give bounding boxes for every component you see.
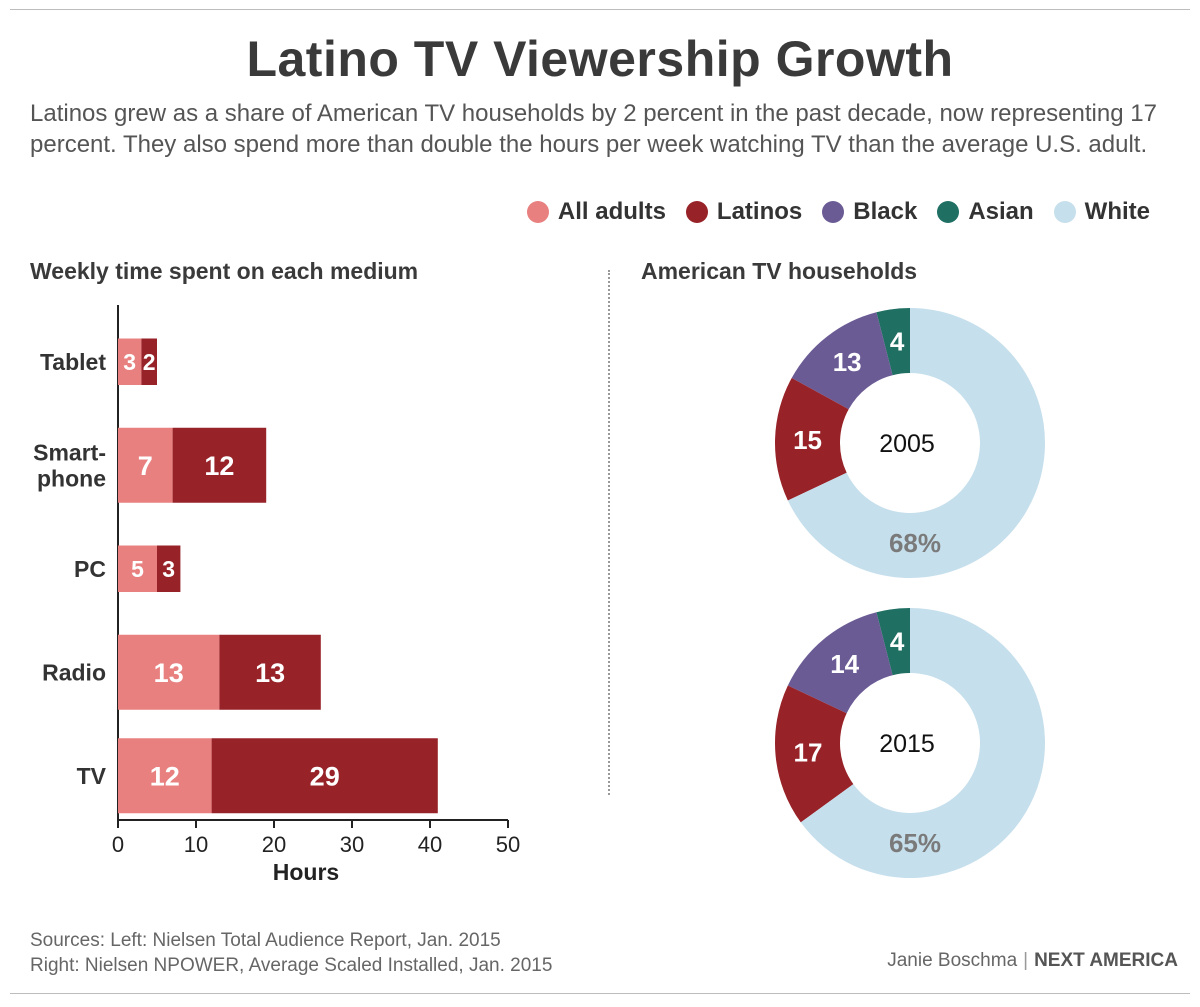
bar-pc-all-adults xyxy=(118,545,157,592)
bar-pc-latinos xyxy=(157,545,181,592)
bar-value-label-smart-phone-latinos: 12 xyxy=(204,451,234,481)
bar-value-label-tv-latinos: 29 xyxy=(310,761,340,791)
bar-value-label-tablet-all-adults: 3 xyxy=(123,349,136,375)
x-tick-label-30: 30 xyxy=(340,832,364,857)
x-tick-label-0: 0 xyxy=(112,832,124,857)
legend-swatch-all-adults xyxy=(526,201,549,223)
chart-title: Latino TV Viewership Growth xyxy=(246,31,954,87)
category-label-smart-phone-line2: phone xyxy=(37,465,106,491)
donut-2015-slice-black xyxy=(787,612,893,714)
credit-line: Janie Boschma | NEXT AMERICA xyxy=(887,950,1178,972)
x-tick-label-10: 10 xyxy=(184,832,208,857)
bar-tablet-latinos xyxy=(141,338,157,385)
legend-item-asian: Asian xyxy=(937,198,1034,226)
x-tick-label-50: 50 xyxy=(496,832,520,857)
legend-label-white: White xyxy=(1084,198,1150,225)
bar-smart-phone-all-adults xyxy=(118,427,173,503)
legend-swatch-white xyxy=(1053,201,1076,223)
legend-label-asian: Asian xyxy=(968,198,1034,225)
category-label-tablet: Tablet xyxy=(40,349,106,375)
donut-2005-slice-asian xyxy=(876,308,910,376)
bar-value-label-radio-latinos: 13 xyxy=(255,658,285,688)
legend-item-black: Black xyxy=(822,198,917,226)
legend-swatch-black xyxy=(822,201,845,223)
donut-2015-slice-latinos xyxy=(775,685,854,823)
x-axis-title: Hours xyxy=(273,859,339,885)
legend-label-latinos: Latinos xyxy=(716,198,803,225)
bar-tv-all-adults xyxy=(118,738,212,814)
sources-line-2: Right: Nielsen NPOWER, Average Scaled In… xyxy=(30,955,553,976)
donut-2015-label-latinos: 17 xyxy=(793,738,822,768)
donut-2015-slice-asian xyxy=(876,608,910,676)
legend: All adults Latinos Black Asian White xyxy=(507,198,1150,226)
bar-panel-title: Weekly time spent on each medium xyxy=(30,258,419,284)
bar-radio-all-adults xyxy=(118,634,220,710)
legend-swatch-latinos xyxy=(685,201,708,223)
donut-2015-center-label: 2015 xyxy=(879,730,935,758)
legend-label-black: Black xyxy=(853,198,918,225)
legend-swatch-asian xyxy=(937,201,960,223)
credit-author: Janie Boschma xyxy=(887,950,1018,971)
donut-2015-label-white: 65% xyxy=(889,828,941,858)
category-label-tv: TV xyxy=(77,763,107,789)
bar-value-label-tablet-latinos: 2 xyxy=(143,349,156,375)
category-label-radio: Radio xyxy=(42,659,106,685)
bottom-rule xyxy=(10,993,1190,994)
chart-subtitle: Latinos grew as a share of American TV h… xyxy=(30,100,1157,158)
donut-2015-label-asian: 4 xyxy=(890,626,905,656)
donut-panel-title: American TV households xyxy=(641,258,918,284)
x-tick-label-40: 40 xyxy=(418,832,442,857)
credit-publication: NEXT AMERICA xyxy=(1034,950,1178,971)
donut-2015-label-black: 14 xyxy=(830,649,859,679)
legend-item-white: White xyxy=(1053,198,1150,226)
legend-item-latinos: Latinos xyxy=(685,198,803,226)
bar-value-label-pc-all-adults: 5 xyxy=(131,556,144,582)
donut-2005-slice-white xyxy=(787,308,1045,579)
bar-smart-phone-latinos xyxy=(172,427,267,503)
category-label-pc: PC xyxy=(74,556,106,582)
category-label-smart-phone-line1: Smart- xyxy=(33,439,106,465)
donut-2005-center-label: 2005 xyxy=(879,430,935,458)
legend-label-all-adults: All adults xyxy=(557,198,666,225)
bar-radio-latinos xyxy=(219,634,321,710)
donut-2005-slice-latinos xyxy=(775,377,849,501)
donut-2005-label-asian: 4 xyxy=(890,326,905,356)
donut-2005-label-white: 68% xyxy=(889,528,941,558)
bar-value-label-radio-all-adults: 13 xyxy=(154,658,184,688)
bar-value-label-pc-latinos: 3 xyxy=(162,556,175,582)
bar-tablet-all-adults xyxy=(118,338,142,385)
donut-2005-slice-black xyxy=(791,312,893,410)
x-tick-label-20: 20 xyxy=(262,832,286,857)
credit-separator: | xyxy=(1023,950,1029,971)
bar-tv-latinos xyxy=(211,738,438,814)
bar-value-label-smart-phone-all-adults: 7 xyxy=(138,451,153,481)
donut-2015-slice-white xyxy=(800,608,1045,879)
top-rule xyxy=(10,9,1190,10)
legend-item-all-adults: All adults xyxy=(526,198,666,226)
bar-value-label-tv-all-adults: 12 xyxy=(150,761,180,791)
donut-2005-label-latinos: 15 xyxy=(793,425,822,455)
donut-2005-label-black: 13 xyxy=(833,347,862,377)
sources-line-1: Sources: Left: Nielsen Total Audience Re… xyxy=(30,930,501,951)
panel-divider xyxy=(608,270,610,795)
